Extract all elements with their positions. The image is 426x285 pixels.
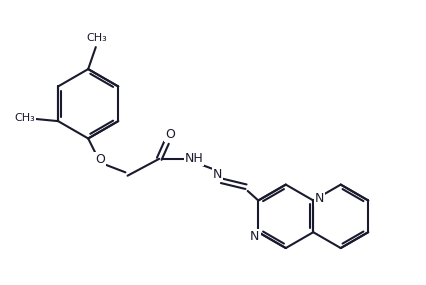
Text: NH: NH <box>184 152 203 165</box>
Text: N: N <box>250 230 259 243</box>
Text: N: N <box>213 168 222 181</box>
Text: CH₃: CH₃ <box>14 113 35 123</box>
Text: CH₃: CH₃ <box>86 33 107 43</box>
Text: O: O <box>95 153 105 166</box>
Text: N: N <box>315 192 324 205</box>
Text: O: O <box>165 128 175 141</box>
